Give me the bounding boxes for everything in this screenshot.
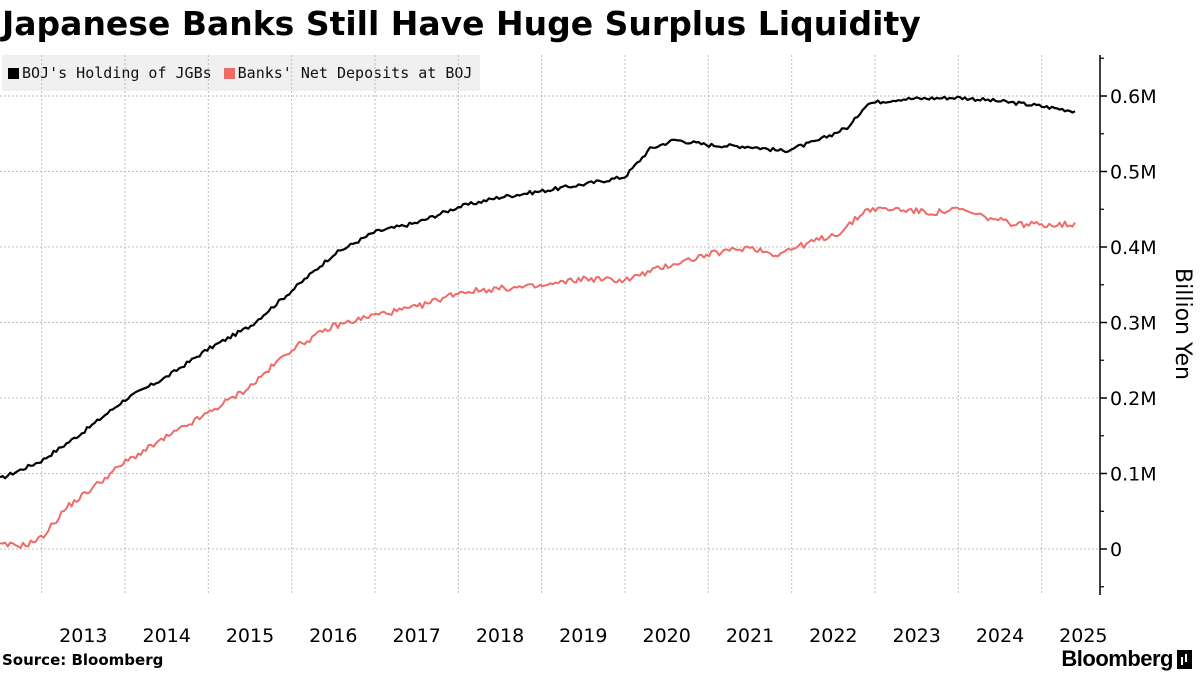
y-tick-label: 0.5M bbox=[1110, 162, 1157, 184]
y-tick-label: 0 bbox=[1110, 539, 1122, 561]
x-tick-label: 2020 bbox=[642, 625, 690, 647]
brand-name: Bloomberg bbox=[1061, 646, 1173, 671]
x-tick-label: 2021 bbox=[726, 625, 774, 647]
legend-label-jgb-holdings: BOJ's Holding of JGBs bbox=[22, 64, 212, 82]
x-axis-labels: 2013 2014 2015 2016 2017 2018 2019 2020 2021 2022… bbox=[59, 625, 1107, 647]
chart-title: Japanese Banks Still Have Huge Surplus L… bbox=[2, 4, 921, 43]
legend-item-jgb-holdings: BOJ's Holding of JGBs bbox=[8, 64, 212, 82]
x-tick-label: 2016 bbox=[309, 625, 357, 647]
series-line-jgb-holdings bbox=[0, 95, 1076, 480]
bloomberg-logo: Bloomberg bbox=[1061, 646, 1192, 672]
y-tick-label: 0.3M bbox=[1110, 313, 1157, 335]
y-tick-label: 0.2M bbox=[1110, 388, 1157, 410]
y-tick-label: 0.1M bbox=[1110, 464, 1157, 486]
x-tick-label: 2017 bbox=[392, 625, 440, 647]
chart-grid bbox=[0, 55, 1100, 595]
y-tick-label: 0.4M bbox=[1110, 237, 1157, 259]
y-axis: 0 0.1M 0.2M 0.3M 0.4M 0.5M 0.6M bbox=[1099, 55, 1157, 595]
legend-swatch-net-deposits bbox=[223, 67, 235, 79]
bloomberg-terminal-icon bbox=[1177, 649, 1192, 669]
x-tick-label: 2018 bbox=[476, 625, 524, 647]
legend-swatch-jgb-holdings bbox=[8, 67, 19, 79]
x-tick-label: 2015 bbox=[226, 625, 274, 647]
chart-series bbox=[0, 95, 1076, 549]
x-tick-label: 2024 bbox=[976, 625, 1024, 647]
y-tick-label: 0.6M bbox=[1110, 86, 1157, 108]
series-line-net-deposits bbox=[0, 206, 1076, 549]
x-tick-label: 2025 bbox=[1059, 625, 1107, 647]
x-tick-label: 2023 bbox=[892, 625, 940, 647]
x-tick-label: 2013 bbox=[59, 625, 107, 647]
y-axis-title: Billion Yen bbox=[1170, 268, 1195, 380]
x-tick-label: 2019 bbox=[559, 625, 607, 647]
x-tick-label: 2022 bbox=[809, 625, 857, 647]
legend: BOJ's Holding of JGBs Banks' Net Deposit… bbox=[2, 55, 481, 91]
legend-item-net-deposits: Banks' Net Deposits at BOJ bbox=[223, 64, 473, 82]
source-note: Source: Bloomberg bbox=[2, 651, 164, 669]
x-tick-label: 2014 bbox=[142, 625, 190, 647]
legend-label-net-deposits: Banks' Net Deposits at BOJ bbox=[237, 64, 473, 82]
